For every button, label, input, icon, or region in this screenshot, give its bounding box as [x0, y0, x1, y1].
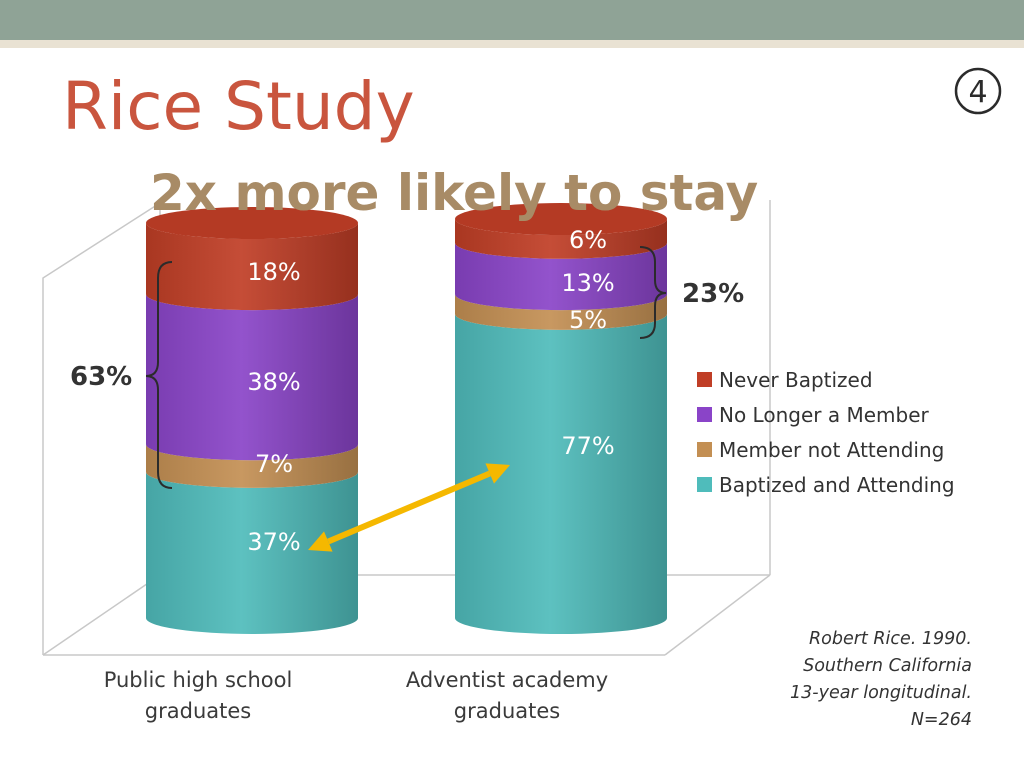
left-wall-edge — [42, 202, 161, 655]
citation: Robert Rice. 1990. Southern California 13-… — [740, 626, 972, 734]
category-label-line: graduates — [453, 699, 561, 723]
top-banner — [0, 0, 1024, 40]
bar-segment-baptized-and-attending — [146, 471, 358, 634]
legend-swatch — [697, 372, 712, 387]
category-label-line: Public high school — [103, 668, 293, 692]
legend-label: Never Baptized — [719, 367, 873, 392]
cylinder-1 — [146, 207, 358, 634]
category-label: Adventist academy graduates — [387, 665, 627, 727]
category-label: Public high school graduates — [78, 665, 318, 727]
top-accent-line — [0, 40, 1024, 48]
legend-label: Baptized and Attending — [719, 472, 955, 497]
arrow-shaft — [327, 470, 491, 545]
citation-line: Robert Rice. 1990. — [809, 629, 972, 649]
legend-item: Member not Attending — [697, 432, 955, 467]
arrow-head-start — [308, 531, 333, 552]
legend-label: No Longer a Member — [719, 402, 929, 427]
cylinder-top-cap — [146, 207, 358, 239]
bar-segment-baptized-and-attending — [455, 313, 667, 634]
data-label: 5% — [569, 306, 607, 334]
comparison-arrow — [308, 463, 510, 552]
back-left-edge — [42, 203, 161, 656]
brace-label: 23% — [682, 279, 745, 309]
floor-right-edge — [664, 574, 771, 656]
brace-right — [639, 246, 667, 339]
cylinder-2 — [455, 203, 667, 634]
citation-line: N=264 — [910, 710, 972, 730]
chart-legend: Never Baptized No Longer a Member Member n… — [697, 362, 955, 502]
category-label-line: graduates — [144, 699, 252, 723]
data-label: 6% — [569, 226, 607, 254]
bar-segment-never-baptized — [455, 219, 667, 259]
bar-segment-member-not-attending — [455, 294, 667, 330]
legend-swatch — [697, 477, 712, 492]
cylinder-top-cap — [455, 203, 667, 236]
citation-line: 13-year longitudinal. — [790, 683, 972, 703]
data-label: 38% — [247, 368, 300, 396]
data-label: 77% — [561, 432, 614, 460]
slide-subtitle: 2x more likely to stay — [150, 164, 759, 222]
brace-left — [145, 261, 173, 489]
bar-segment-member-not-attending — [146, 444, 358, 488]
legend-item: No Longer a Member — [697, 397, 955, 432]
slide-title: Rice Study — [62, 68, 415, 145]
category-label-line: Adventist academy — [405, 668, 609, 692]
data-label: 13% — [561, 269, 614, 297]
legend-swatch — [697, 407, 712, 422]
citation-line: Southern California — [803, 656, 972, 676]
data-label: 7% — [255, 450, 293, 478]
data-label: 37% — [247, 528, 300, 556]
legend-item: Never Baptized — [697, 362, 955, 397]
chart-frame — [42, 200, 771, 656]
bar-segment-no-longer-a-member — [455, 242, 667, 311]
slide-number: 4 — [968, 75, 987, 110]
arrow-head-end — [485, 463, 510, 484]
legend-item: Baptized and Attending — [697, 467, 955, 502]
bar-segment-never-baptized — [146, 223, 358, 311]
slide-number-badge: 4 — [953, 66, 1003, 116]
brace-label: 63% — [70, 362, 133, 392]
data-label: 18% — [247, 258, 300, 286]
legend-label: Member not Attending — [719, 437, 945, 462]
legend-swatch — [697, 442, 712, 457]
bar-segment-no-longer-a-member — [146, 294, 358, 461]
